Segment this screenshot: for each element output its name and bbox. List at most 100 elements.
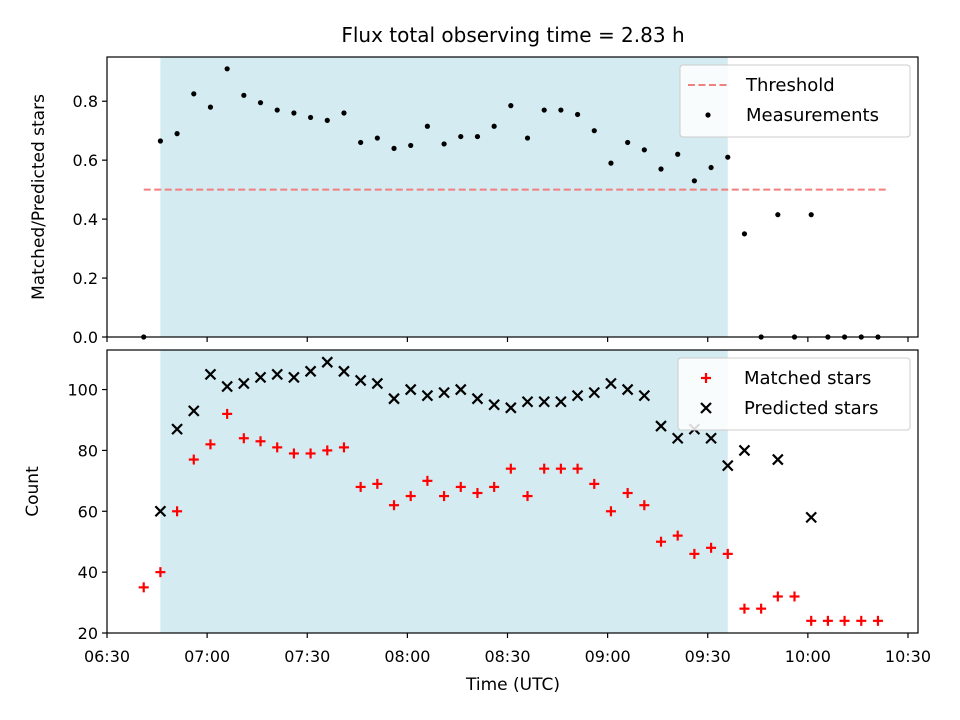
- axes-frame: [106, 56, 919, 338]
- data-point-b: [271, 368, 283, 381]
- data-point: [671, 432, 684, 445]
- data-point: [271, 368, 283, 381]
- data-point-b: [555, 395, 567, 408]
- data-point-b: [488, 398, 500, 411]
- data-point-b: [354, 374, 367, 387]
- data-point: [371, 377, 384, 390]
- data-point: [171, 423, 183, 435]
- data-point: [822, 615, 833, 626]
- legend-marker: [701, 373, 711, 383]
- data-point-b: [505, 402, 517, 414]
- data-point: [254, 371, 267, 384]
- data-point: [605, 506, 616, 517]
- y-tick-label: 100: [67, 381, 98, 400]
- y-tick-label: 0.6: [73, 151, 98, 170]
- data-point: [272, 442, 283, 453]
- data-point: [722, 548, 733, 559]
- data-point-b: [288, 371, 300, 384]
- legend-marker: [705, 112, 711, 118]
- data-point: [639, 500, 650, 511]
- data-point: [238, 433, 249, 444]
- data-point: [372, 478, 383, 489]
- data-point: [187, 405, 200, 417]
- data-point: [856, 615, 867, 626]
- data-point: [706, 542, 717, 553]
- data-point: [155, 567, 166, 578]
- data-point: [138, 582, 149, 593]
- data-point-b: [321, 356, 334, 368]
- y-tick-label: 80: [78, 441, 98, 460]
- y-tick-label: 0.0: [73, 328, 98, 347]
- data-point: [775, 212, 781, 218]
- data-point: [641, 147, 647, 153]
- data-point: [538, 395, 550, 408]
- data-point-b: [655, 420, 667, 432]
- data-point: [805, 511, 817, 524]
- data-point: [224, 66, 230, 72]
- y-tick-label: 60: [78, 502, 98, 521]
- y-tick-label: 0.8: [73, 92, 98, 111]
- y-tick-label: 0.2: [73, 269, 98, 288]
- data-point: [505, 463, 516, 474]
- data-point-b: [805, 511, 817, 524]
- data-point: [408, 142, 414, 149]
- legend-label: Threshold: [745, 75, 835, 96]
- data-point: [291, 110, 297, 116]
- data-point: [388, 392, 400, 405]
- y-tick-label: 20: [78, 624, 98, 643]
- data-point: [174, 131, 180, 137]
- data-point: [839, 615, 850, 626]
- data-point-b: [238, 377, 250, 390]
- data-point: [207, 104, 214, 110]
- data-point: [205, 439, 216, 450]
- x-tick-label: 09:00: [585, 647, 631, 666]
- data-point: [491, 123, 497, 129]
- data-point: [738, 444, 751, 457]
- data-point-b: [421, 389, 434, 402]
- y-axis-title: Matched/Predicted stars: [29, 94, 49, 300]
- data-point: [421, 389, 434, 402]
- data-point: [488, 398, 500, 411]
- y-axis-title: Count: [23, 466, 43, 517]
- legend-box: [679, 64, 911, 138]
- data-point: [558, 107, 564, 113]
- data-point: [705, 432, 717, 445]
- data-point: [772, 591, 783, 602]
- x-tick-label: 09:30: [685, 647, 731, 666]
- data-point: [338, 442, 349, 453]
- data-point: [255, 436, 266, 447]
- data-point: [622, 488, 633, 499]
- data-point-b: [304, 365, 317, 378]
- data-point: [574, 111, 581, 118]
- data-point: [625, 139, 631, 146]
- data-point: [288, 448, 299, 459]
- data-point-b: [571, 389, 584, 402]
- data-point-b: [705, 432, 717, 445]
- legend: Matched stars Predicted stars: [677, 357, 911, 431]
- data-point-b: [454, 383, 467, 396]
- data-point-b: [371, 377, 384, 390]
- data-point: [508, 103, 514, 109]
- data-point: [441, 141, 447, 147]
- data-point: [721, 459, 734, 472]
- data-point: [438, 386, 450, 399]
- data-point-b: [621, 383, 634, 396]
- data-point: [539, 463, 550, 474]
- data-point: [658, 166, 664, 172]
- data-point: [739, 603, 750, 614]
- count-panel: 20 40 60 80 100 06:30 07:00 07:30 08:00 08:30 09:0…: [23, 349, 931, 666]
- data-point: [588, 386, 601, 399]
- data-point: [555, 395, 567, 408]
- data-point-b: [638, 389, 651, 402]
- x-tick-label: 06:30: [84, 647, 130, 666]
- y-tick-label: 0.4: [73, 210, 98, 229]
- legend-label: Matched stars: [744, 368, 871, 389]
- data-point: [772, 453, 784, 466]
- legend-marker: [700, 402, 712, 414]
- data-point-b: [404, 383, 417, 396]
- data-point: [808, 212, 814, 218]
- data-point: [572, 463, 583, 474]
- data-point-b: [388, 392, 400, 405]
- data-point: [257, 100, 264, 106]
